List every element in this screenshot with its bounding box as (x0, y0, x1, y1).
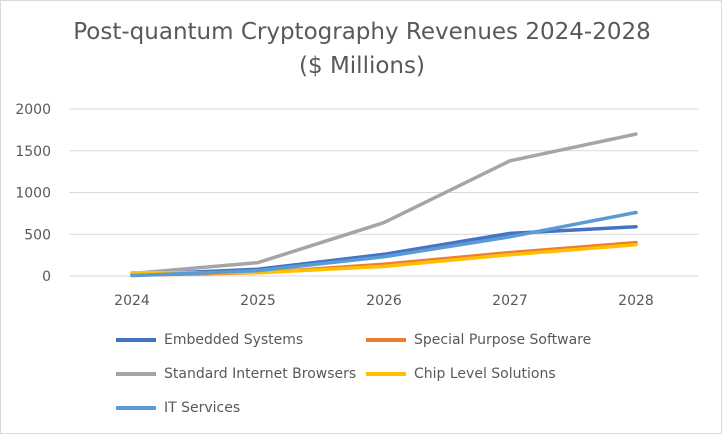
x-tick-label: 2028 (618, 293, 654, 309)
y-tick-label: 500 (24, 227, 51, 243)
y-tick-label: 2000 (15, 102, 51, 118)
legend-label: IT Services (164, 400, 241, 416)
legend-swatch (116, 338, 156, 342)
legend-swatch (116, 372, 156, 376)
chart-subtitle: ($ Millions) (299, 53, 425, 79)
chart-title: Post-quantum Cryptography Revenues 2024-… (73, 19, 651, 45)
x-tick-label: 2026 (366, 293, 402, 309)
x-tick-label: 2025 (240, 293, 276, 309)
x-tick-label: 2024 (114, 293, 150, 309)
x-tick-label: 2027 (492, 293, 528, 309)
legend-label: Chip Level Solutions (414, 366, 556, 382)
y-tick-label: 0 (42, 269, 51, 285)
y-tick-label: 1500 (15, 144, 51, 160)
legend-label: Special Purpose Software (414, 332, 592, 348)
legend-label: Standard Internet Browsers (164, 366, 357, 382)
legend-swatch (366, 372, 406, 376)
legend-swatch (116, 406, 156, 410)
legend-swatch (366, 338, 406, 342)
series-line-it-services (130, 210, 638, 278)
legend-label: Embedded Systems (164, 332, 304, 348)
series-line-standard-internet-browsers (130, 132, 638, 276)
y-tick-label: 1000 (15, 186, 51, 202)
